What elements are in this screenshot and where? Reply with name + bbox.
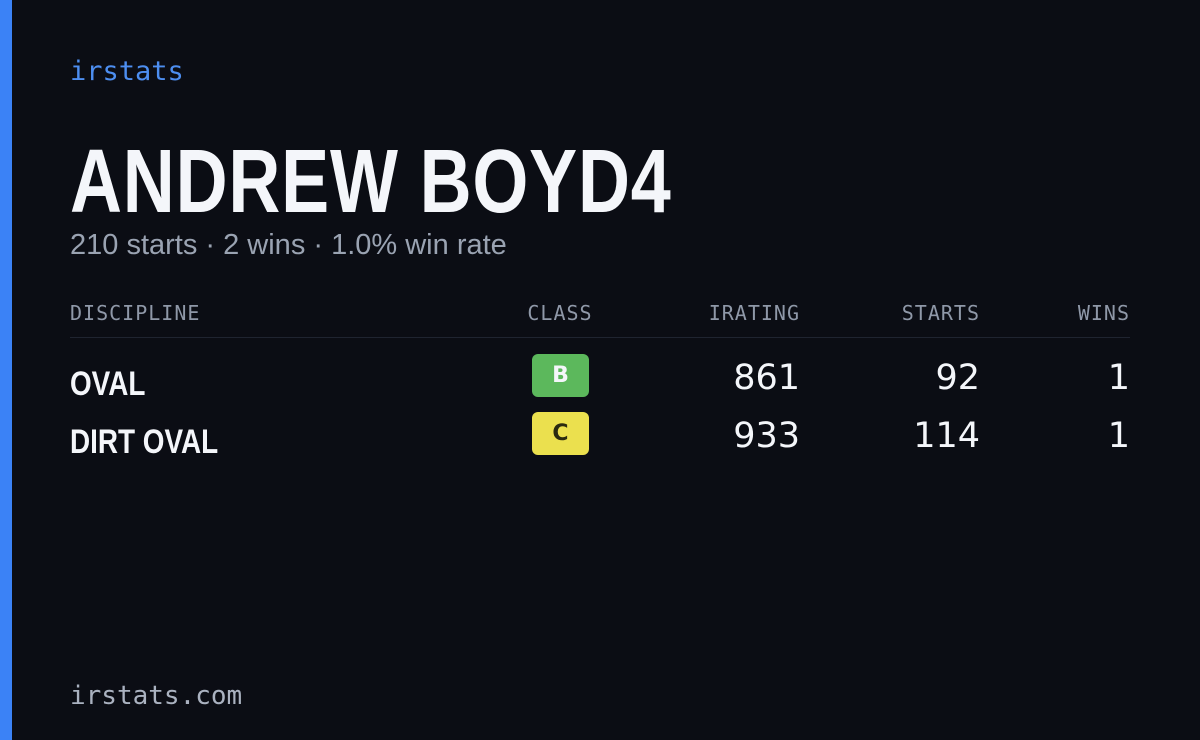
header-rule xyxy=(70,337,1130,338)
stat-value: 114 xyxy=(913,416,980,456)
column-header: DISCIPLINE xyxy=(70,301,201,325)
driver-name: ANDREW BOYD4 xyxy=(70,132,672,232)
column-header: STARTS xyxy=(901,301,980,325)
stat-value: 1 xyxy=(1107,416,1130,456)
column-header: WINS xyxy=(1077,301,1130,325)
class-badge: C xyxy=(532,412,589,455)
stat-value: 1 xyxy=(1107,358,1130,398)
class-badge: B xyxy=(532,354,589,397)
summary: 210 starts · 2 wins · 1.0% win rate xyxy=(70,229,507,261)
brand: irstats xyxy=(70,56,184,87)
stat-value: 92 xyxy=(935,358,980,398)
stat-value: 933 xyxy=(733,416,800,456)
column-header: CLASS xyxy=(527,301,593,325)
discipline: DIRT OVAL xyxy=(70,423,219,461)
accent-bar xyxy=(0,0,12,740)
column-header: IRATING xyxy=(708,301,800,325)
discipline: OVAL xyxy=(70,365,146,403)
stat-value: 861 xyxy=(733,358,800,398)
footer-url: irstats.com xyxy=(70,681,243,711)
